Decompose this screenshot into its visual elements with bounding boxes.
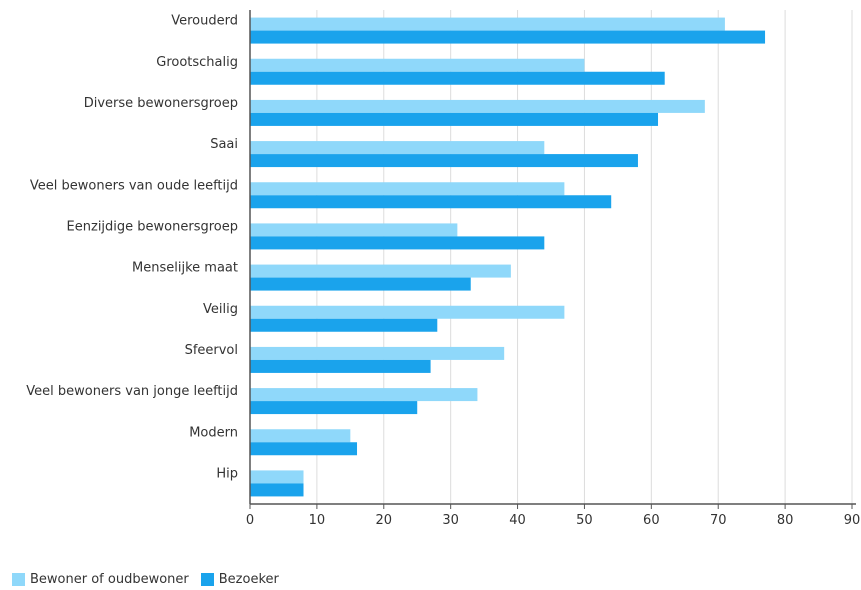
bar-bewoner <box>250 306 564 319</box>
legend-label-bezoeker: Bezoeker <box>219 572 279 587</box>
bar-bezoeker <box>250 319 437 332</box>
bar-bewoner <box>250 223 457 236</box>
bar-bewoner <box>250 100 705 113</box>
bar-bezoeker <box>250 195 611 208</box>
x-tick-label: 60 <box>643 513 660 528</box>
bar-bewoner <box>250 470 304 483</box>
category-label: Menselijke maat <box>132 261 238 276</box>
legend-label-bewoner: Bewoner of oudbewoner <box>30 572 189 587</box>
legend-swatch-bezoeker <box>201 573 214 586</box>
bar-bezoeker <box>250 154 638 167</box>
bar-bezoeker <box>250 360 431 373</box>
bar-bezoeker <box>250 236 544 249</box>
bar-bewoner <box>250 182 564 195</box>
x-tick-label: 40 <box>509 513 526 528</box>
category-label: Sfeervol <box>185 343 238 358</box>
category-label: Hip <box>216 466 238 481</box>
bar-bewoner <box>250 388 477 401</box>
bar-bezoeker <box>250 442 357 455</box>
x-tick-label: 90 <box>844 513 861 528</box>
bar-bezoeker <box>250 31 765 44</box>
bar-bezoeker <box>250 483 304 496</box>
category-label: Eenzijdige bewonersgroep <box>67 219 238 234</box>
category-label: Veel bewoners van jonge leeftijd <box>26 384 238 399</box>
category-label: Diverse bewonersgroep <box>84 96 238 111</box>
bar-bewoner <box>250 429 350 442</box>
bar-bewoner <box>250 265 511 278</box>
bar-bezoeker <box>250 113 658 126</box>
x-tick-label: 50 <box>576 513 593 528</box>
x-tick-label: 80 <box>777 513 794 528</box>
legend-item-bezoeker: Bezoeker <box>201 572 279 587</box>
bar-chart: Verouderd Grootschalig Diverse bewonersgro… <box>0 0 861 560</box>
x-tick-label: 20 <box>376 513 393 528</box>
legend-item-bewoner: Bewoner of oudbewoner <box>12 572 189 587</box>
x-tick-label: 30 <box>442 513 459 528</box>
x-tick-label: 70 <box>710 513 727 528</box>
legend-swatch-bewoner <box>12 573 25 586</box>
category-label: Veel bewoners van oude leeftijd <box>30 178 238 193</box>
bar-bewoner <box>250 347 504 360</box>
bar-bewoner <box>250 18 725 31</box>
category-label: Veilig <box>203 302 238 317</box>
bar-bewoner <box>250 141 544 154</box>
category-label: Verouderd <box>171 14 238 29</box>
bar-bezoeker <box>250 401 417 414</box>
x-tick-label: 10 <box>309 513 326 528</box>
bar-bewoner <box>250 59 584 72</box>
bar-bezoeker <box>250 278 471 291</box>
bar-bezoeker <box>250 72 665 85</box>
category-label: Modern <box>189 425 238 440</box>
category-label: Grootschalig <box>156 55 238 70</box>
x-tick-label: 0 <box>246 513 254 528</box>
category-label: Saai <box>210 137 238 152</box>
legend: Bewoner of oudbewoner Bezoeker <box>12 572 291 587</box>
